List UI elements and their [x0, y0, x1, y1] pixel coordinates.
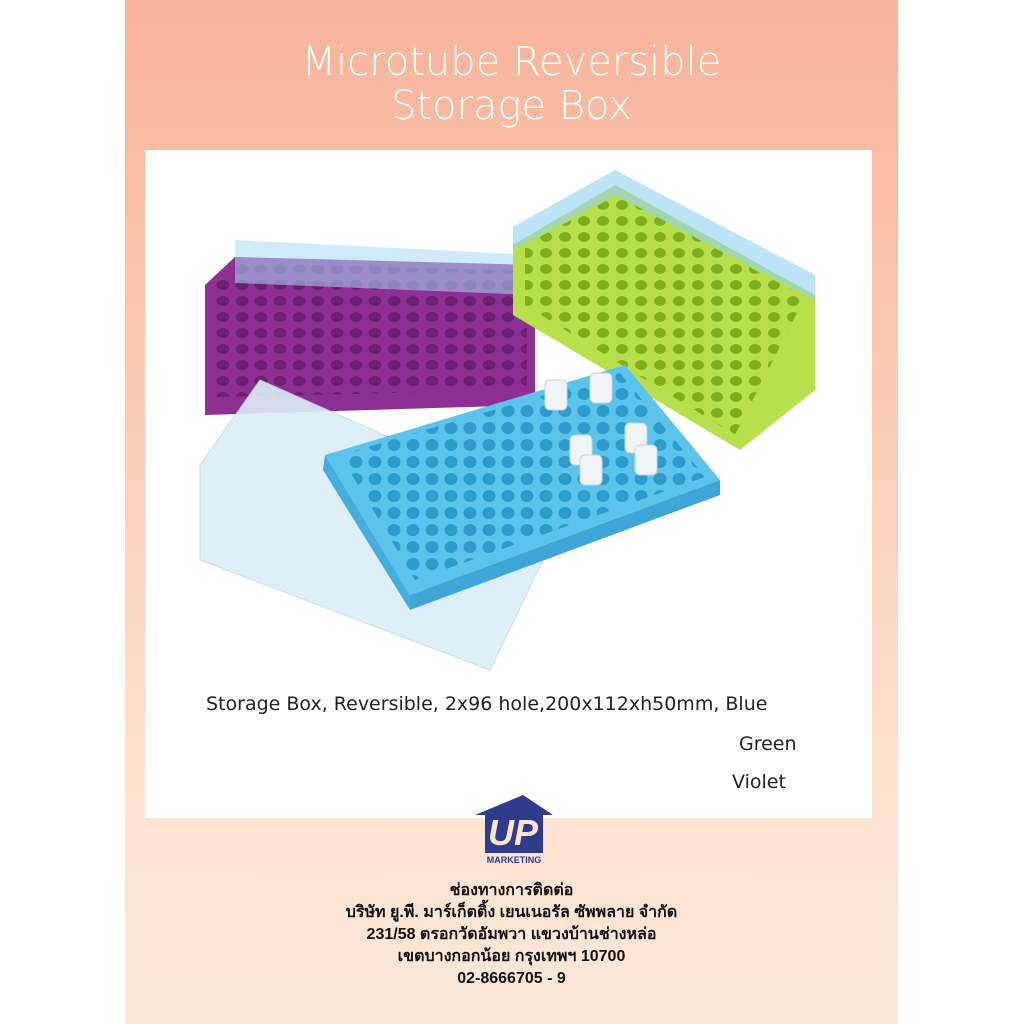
flyer-panel: Microtube Reversible Storage Box: [125, 0, 898, 1024]
product-photo: [199, 170, 815, 671]
contact-info: ช่องทางการติดต่อ บริษัท ยู.พี. มาร์เก็ตต…: [345, 882, 678, 987]
color-option-violet: Violet: [732, 771, 786, 793]
up-marketing-logo: UP MARKETING: [475, 795, 553, 865]
blue-box: [323, 365, 720, 610]
microtubes: [544, 372, 658, 486]
svg-text:MARKETING: MARKETING: [487, 855, 542, 865]
color-option-green: Green: [739, 733, 797, 755]
green-box: [513, 170, 815, 450]
product-card: Storage Box, Reversible, 2x96 hole,200x1…: [145, 150, 872, 818]
violet-box: [205, 240, 535, 415]
svg-text:UP: UP: [488, 812, 539, 853]
page-title: Microtube Reversible Storage Box: [301, 39, 722, 129]
product-description: Storage Box, Reversible, 2x96 hole,200x1…: [206, 693, 768, 715]
